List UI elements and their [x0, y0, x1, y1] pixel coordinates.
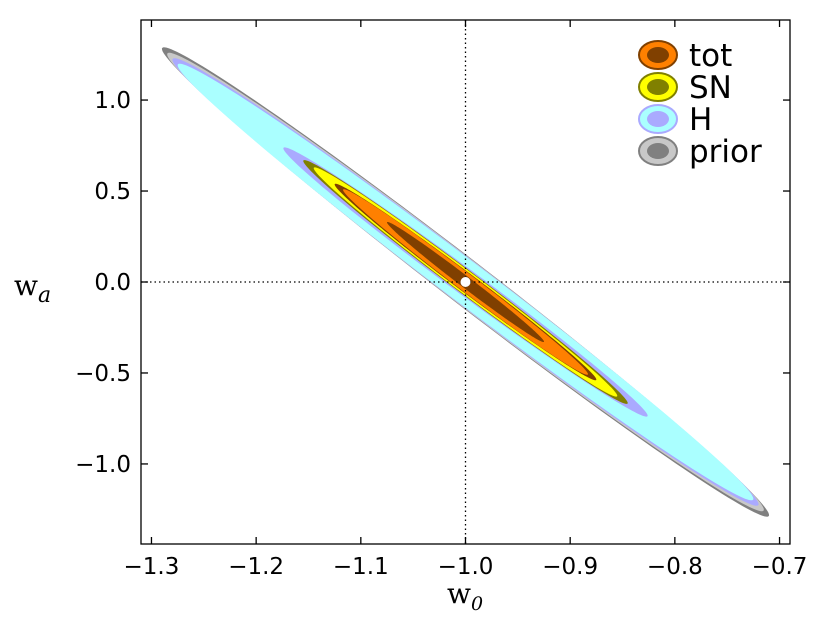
legend-swatch-inner-prior [647, 143, 669, 159]
x-tick-label: −1.1 [333, 554, 389, 580]
y-tick-label: −0.5 [75, 361, 131, 387]
x-tick-label: −1.2 [228, 554, 284, 580]
legend-swatch-inner-H [647, 111, 669, 127]
x-tick-label: −0.7 [752, 554, 808, 580]
y-tick-label: 0.0 [94, 270, 131, 296]
legend-label-prior: prior [689, 134, 762, 170]
x-tick-label: −0.9 [542, 554, 598, 580]
fiducial-point [460, 277, 471, 287]
y-axis: −1.0 −0.5 0.0 0.5 1.0 [75, 88, 790, 478]
fiducial-point-layer [460, 277, 471, 287]
x-tick-label: −1.0 [438, 554, 494, 580]
y-tick-label: −1.0 [75, 452, 131, 478]
x-tick-label: −0.8 [647, 554, 703, 580]
legend-label-H: H [689, 102, 712, 138]
y-tick-label: 0.5 [94, 179, 131, 205]
y-axis-label: wa [14, 269, 51, 308]
legend-label-tot: tot [689, 38, 732, 74]
x-axis: −1.3 −1.2 −1.1 −1.0 −0.9 −0.8 −0.7 [124, 20, 808, 580]
legend-swatch-inner-SN [647, 79, 669, 95]
x-tick-label: −1.3 [124, 554, 180, 580]
legend-swatch-inner-tot [647, 47, 669, 63]
x-axis-label: w0 [447, 577, 483, 615]
y-tick-label: 1.0 [94, 88, 131, 114]
legend-label-SN: SN [689, 70, 732, 106]
